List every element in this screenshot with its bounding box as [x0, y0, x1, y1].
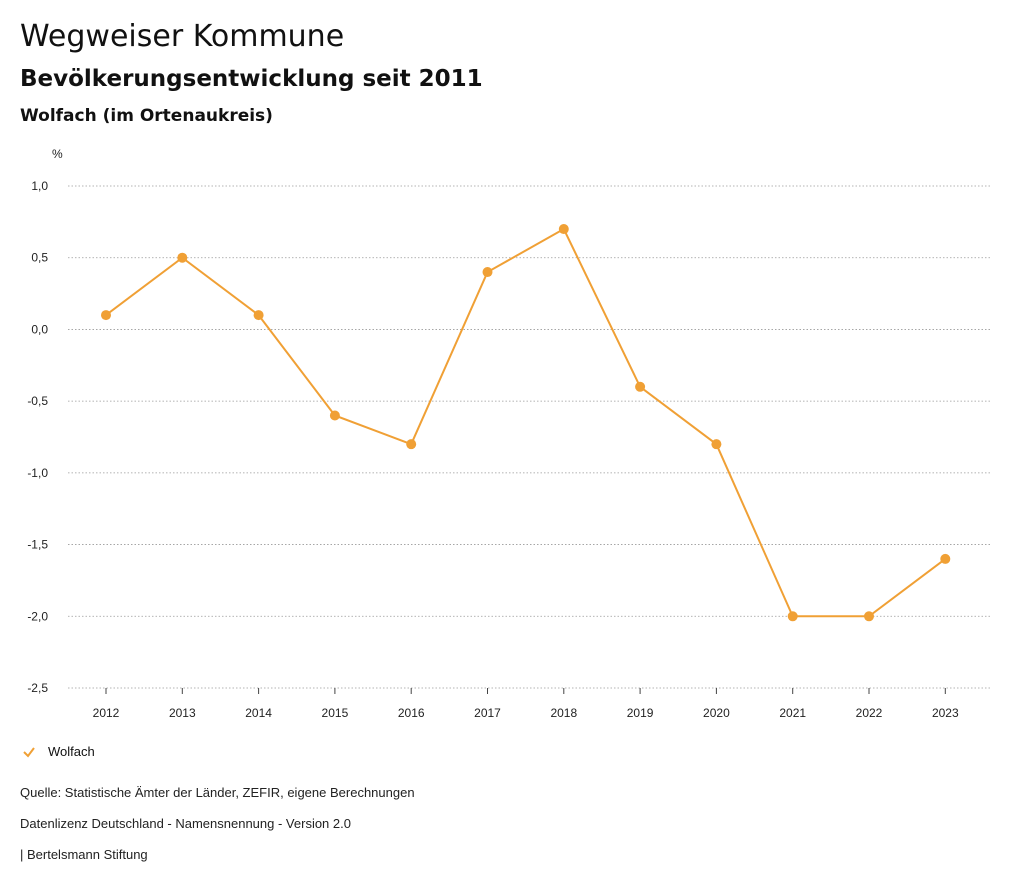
data-point[interactable]: [253, 310, 264, 321]
data-point[interactable]: [864, 611, 874, 622]
x-tick-label: 2015: [322, 706, 349, 720]
data-point[interactable]: [177, 252, 188, 263]
page-title: Wegweiser Kommune: [20, 19, 345, 54]
y-tick-label: -2,5: [27, 681, 48, 695]
source-note: Quelle: Statistische Ämter der Länder, Z…: [20, 785, 415, 800]
data-point[interactable]: [482, 267, 493, 278]
y-axis-unit: %: [52, 147, 63, 161]
y-tick-label: -2,0: [27, 609, 48, 623]
axis-layer: % 1,0 0,5 0,0 -0,5 -1,0 -1,5 -2,0 -2,5 2012 2013 20…: [27, 147, 959, 720]
chart-subtitle: Bevölkerungsentwicklung seit 2011: [20, 66, 483, 92]
region-name: Wolfach (im Ortenaukreis): [20, 106, 273, 126]
data-point[interactable]: [101, 310, 111, 321]
x-tick-label: 2018: [550, 706, 577, 720]
y-tick-label: 0,5: [31, 251, 48, 265]
y-tick-label: 1,0: [31, 179, 48, 193]
x-tick-label: 2022: [856, 706, 883, 720]
data-point[interactable]: [329, 410, 340, 421]
data-point[interactable]: [711, 439, 722, 450]
series-layer: [101, 224, 951, 622]
grid-layer: [68, 185, 990, 689]
x-tick-label: 2014: [245, 706, 272, 720]
series-line-wolfach: [105, 227, 946, 618]
legend-label-wolfach: Wolfach: [48, 744, 95, 759]
check-icon: [23, 746, 35, 758]
legend[interactable]: Wolfach: [22, 744, 95, 759]
data-point[interactable]: [940, 553, 951, 564]
y-tick-label: -1,0: [27, 466, 48, 480]
x-tick-label: 2012: [93, 706, 120, 720]
data-point[interactable]: [787, 611, 798, 622]
publisher-note: | Bertelsmann Stiftung: [20, 847, 148, 862]
x-tick-label: 2017: [474, 706, 501, 720]
x-tick-label: 2021: [779, 706, 806, 720]
line-chart: % 1,0 0,5 0,0 -0,5 -1,0 -1,5 -2,0 -2,5 2012 2013 20…: [27, 147, 990, 720]
y-tick-label: -1,5: [27, 538, 48, 552]
data-point[interactable]: [406, 439, 417, 450]
x-tick-label: 2023: [932, 706, 959, 720]
y-tick-label: -0,5: [27, 394, 48, 408]
x-tick-label: 2020: [703, 706, 730, 720]
x-tick-label: 2019: [627, 706, 654, 720]
license-note: Datenlizenz Deutschland - Namensnennung …: [20, 816, 351, 831]
data-point[interactable]: [635, 381, 646, 392]
data-point[interactable]: [558, 224, 569, 235]
y-tick-label: 0,0: [31, 322, 48, 336]
x-tick-label: 2013: [169, 706, 196, 720]
x-tick-label: 2016: [398, 706, 425, 720]
